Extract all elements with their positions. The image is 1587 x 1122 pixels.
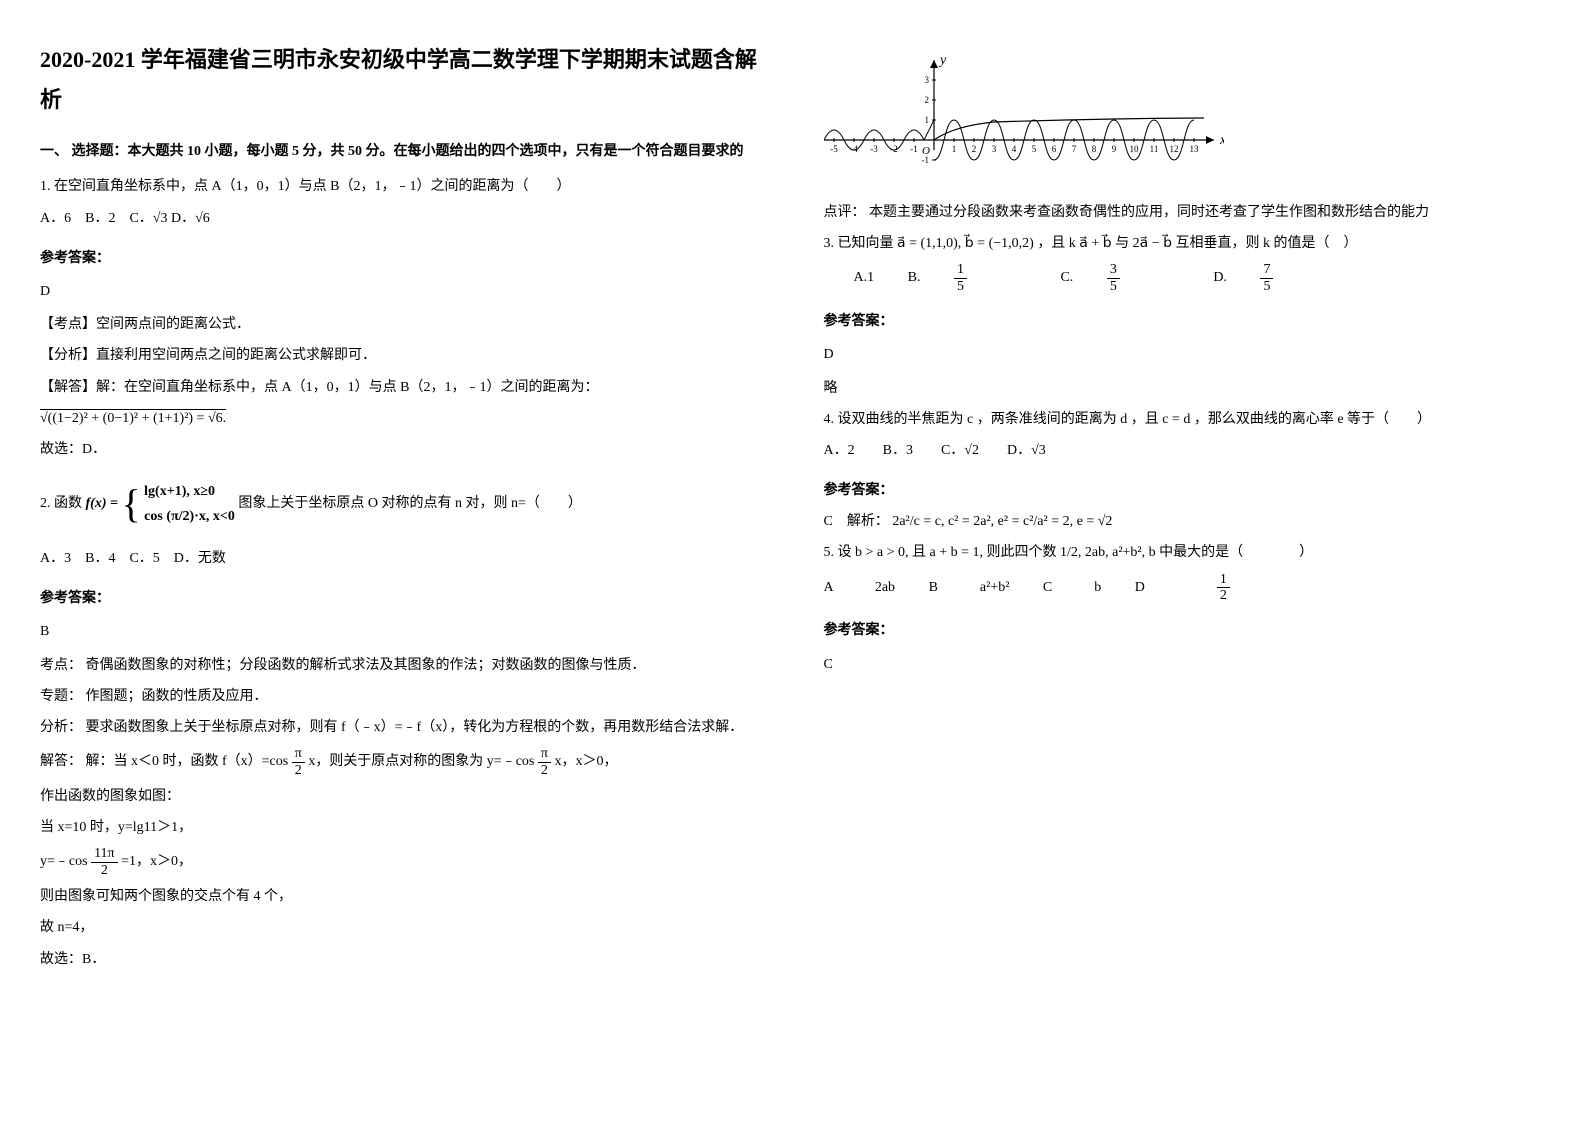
q2-answer-label: 参考答案：: [40, 586, 764, 611]
svg-text:1: 1: [924, 115, 929, 125]
q5-answer-label: 参考答案：: [824, 618, 1548, 643]
svg-text:y: y: [938, 53, 947, 68]
svg-text:x: x: [1219, 133, 1224, 148]
q3-options: A.1 B. 15 C. 35 D. 75: [824, 262, 1548, 294]
q4-answer-label: 参考答案：: [824, 478, 1548, 503]
q5-stem: 5. 设 b > a > 0, 且 a + b = 1, 则此四个数 1/2, …: [824, 540, 1548, 565]
svg-text:-1: -1: [910, 144, 918, 154]
svg-text:9: 9: [1111, 144, 1116, 154]
svg-text:-3: -3: [870, 144, 878, 154]
q1-options: A．6 B．2 C．√3 D．√6: [40, 206, 764, 231]
q3-answer: D: [824, 342, 1548, 367]
q1-jieda-3: 故选：D．: [40, 437, 764, 462]
q2-jieda-4: y=﹣cos 11π2 =1，x＞0，: [40, 846, 764, 878]
svg-text:11: 11: [1149, 144, 1158, 154]
q4-stem: 4. 设双曲线的半焦距为 c ，两条准线间的距离为 d ，且 c = d ，那么…: [824, 407, 1548, 432]
svg-text:-5: -5: [830, 144, 838, 154]
q1-answer-label: 参考答案：: [40, 246, 764, 271]
q3-stem: 3. 已知向量 a⃗ = (1,1,0), b⃗ = (−1,0,2) ，且 k…: [824, 231, 1548, 256]
q4-options: A．2 B．3 C．√2 D．√3: [824, 438, 1548, 463]
svg-text:2: 2: [971, 144, 976, 154]
section-header: 一、 选择题：本大题共 10 小题，每小题 5 分，共 50 分。在每小题给出的…: [40, 139, 764, 164]
svg-text:12: 12: [1169, 144, 1178, 154]
q1-fenxi: 【分析】直接利用空间两点之间的距离公式求解即可．: [40, 343, 764, 368]
svg-text:6: 6: [1051, 144, 1056, 154]
q2-jieda-3: 当 x=10 时，y=lg11＞1，: [40, 815, 764, 840]
q2-fenxi: 分析： 要求函数图象上关于坐标原点对称，则有 f（﹣x）=﹣f（x），转化为方程…: [40, 715, 764, 740]
svg-text:4: 4: [1011, 144, 1016, 154]
svg-text:10: 10: [1129, 144, 1139, 154]
q2-col2-2: 故 n=4，: [40, 915, 764, 940]
q3-answer-label: 参考答案：: [824, 309, 1548, 334]
q1-answer: D: [40, 279, 764, 304]
q5-answer: C: [824, 652, 1548, 677]
q2-stem: 2. 函数 f(x) = { lg(x+1), x≥0 cos (π/2)·x,…: [40, 468, 764, 540]
q1-jieda-2: √((1−2)² + (0−1)² + (1+1)²) = √6.: [40, 406, 764, 431]
q2-graph: x y O -5 -4 -3 -2 -1 1 2 3 4 5 6 7 8 9 1…: [824, 40, 1224, 190]
q4-answer: C 解析： 2a²/c = c, c² = 2a², e² = c²/a² = …: [824, 509, 1548, 534]
q2-col2-1: 则由图象可知两个图象的交点个有 4 个，: [40, 884, 764, 909]
q2-dianping: 点评： 本题主要通过分段函数来考查函数奇偶性的应用，同时还考查了学生作图和数形结…: [824, 200, 1548, 225]
q2-jieda-1: 解答： 解：当 x＜0 时，函数 f（x）=cos π2 x，则关于原点对称的图…: [40, 746, 764, 778]
q2-answer: B: [40, 619, 764, 644]
q3-lue: 略: [824, 376, 1548, 401]
q2-options: A．3 B．4 C．5 D．无数: [40, 546, 764, 571]
svg-text:7: 7: [1071, 144, 1076, 154]
q1-jieda-1: 【解答】解：在空间直角坐标系中，点 A（1，0，1）与点 B（2，1，﹣1）之间…: [40, 375, 764, 400]
q2-col2-3: 故选：B．: [40, 947, 764, 972]
svg-text:2: 2: [924, 95, 929, 105]
svg-text:3: 3: [991, 144, 996, 154]
q5-options: A 2ab B a²+b² C b D 12: [824, 572, 1548, 604]
q2-zhuanti: 专题： 作图题；函数的性质及应用．: [40, 684, 764, 709]
svg-text:-1: -1: [921, 155, 929, 165]
q2-jieda-2: 作出函数的图象如图：: [40, 784, 764, 809]
svg-text:5: 5: [1031, 144, 1036, 154]
page-title: 2020-2021 学年福建省三明市永安初级中学高二数学理下学期期末试题含解析: [40, 40, 764, 119]
q1-kaodian: 【考点】空间两点间的距离公式．: [40, 312, 764, 337]
svg-text:8: 8: [1091, 144, 1096, 154]
q1-stem: 1. 在空间直角坐标系中，点 A（1，0，1）与点 B（2，1，﹣1）之间的距离…: [40, 174, 764, 199]
svg-text:3: 3: [924, 75, 929, 85]
q2-kaodian: 考点： 奇偶函数图象的对称性；分段函数的解析式求法及其图象的作法；对数函数的图像…: [40, 653, 764, 678]
